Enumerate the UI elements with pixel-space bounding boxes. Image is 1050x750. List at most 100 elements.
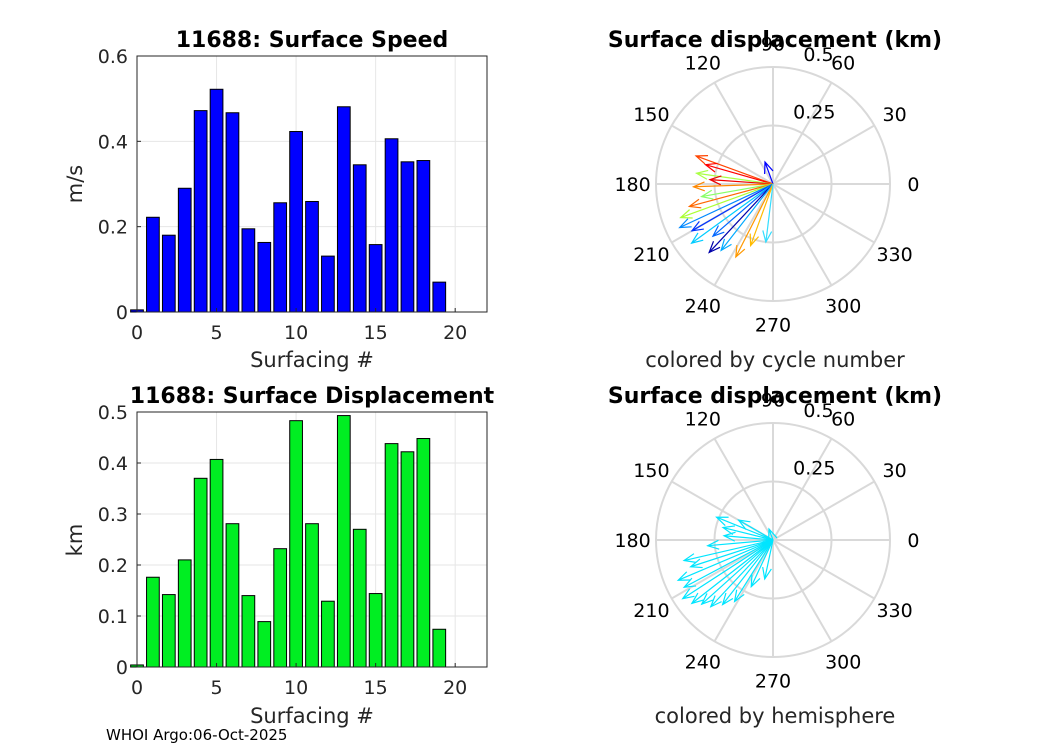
polar-hemisphere-vector-head bbox=[682, 553, 697, 563]
speed-chart-xlabel: Surfacing # bbox=[250, 348, 374, 372]
speed-bar bbox=[161, 234, 176, 313]
polar-cycle-vector-head bbox=[735, 244, 746, 259]
speed-bar bbox=[305, 200, 319, 313]
polar-cycle-vector bbox=[709, 178, 774, 185]
polar-cycle-vector-head bbox=[711, 225, 725, 238]
polar-cycle-vector bbox=[696, 172, 774, 185]
displacement-bar bbox=[416, 438, 431, 668]
polar-hemisphere-vector-head bbox=[689, 558, 703, 569]
displacement-ytick-label: 0.4 bbox=[98, 453, 128, 475]
polar-hemisphere-vector bbox=[683, 539, 774, 588]
polar-hemisphere-vector-head bbox=[681, 588, 695, 600]
polar-cycle-vector-head bbox=[749, 233, 760, 248]
displacement-bar bbox=[193, 477, 208, 668]
polar-cycle-vector bbox=[705, 164, 774, 185]
displacement-bar bbox=[352, 528, 367, 668]
polar-hemisphere-radius-label: 0.5 bbox=[803, 400, 833, 422]
speed-xtick-label: 15 bbox=[364, 322, 388, 344]
polar-cycle-vector bbox=[679, 183, 774, 229]
displacement-chart-bars bbox=[130, 415, 447, 668]
speed-bar bbox=[416, 160, 431, 313]
displacement-bar bbox=[432, 628, 447, 668]
displacement-ytick-label: 0.5 bbox=[98, 402, 128, 424]
speed-bar bbox=[146, 216, 160, 313]
speed-bar bbox=[193, 110, 208, 313]
polar-cycle-radius-label: 0.5 bbox=[803, 44, 833, 66]
polar-cycle-angle-label: 330 bbox=[876, 244, 912, 266]
footer-credit: WHOI Argo:06-Oct-2025 bbox=[106, 726, 288, 744]
polar-hemisphere-angle-label: 300 bbox=[825, 652, 861, 674]
polar-hemisphere-vector bbox=[722, 526, 774, 541]
displacement-bar bbox=[146, 576, 160, 668]
polar-cycle-vector bbox=[701, 183, 774, 198]
polar-hemisphere-vector bbox=[691, 539, 774, 604]
polar-hemisphere-vector bbox=[722, 539, 774, 605]
polar-hemisphere-plot: Surface displacement (km) 0 30 60 90 120 150 1… bbox=[608, 384, 942, 728]
polar-cycle-angle-label: 0 bbox=[907, 174, 919, 196]
displacement-xtick-label: 0 bbox=[131, 677, 143, 699]
polar-hemisphere-angle-label: 120 bbox=[685, 408, 721, 430]
polar-cycle-vector-head bbox=[687, 198, 702, 209]
speed-xtick-label: 20 bbox=[443, 322, 467, 344]
polar-hemisphere-vector bbox=[710, 539, 774, 608]
speed-bar bbox=[257, 241, 272, 313]
polar-hemisphere-vector-head bbox=[721, 592, 734, 606]
polar-hemisphere-vector bbox=[768, 528, 774, 541]
polar-cycle-angle-label: 150 bbox=[633, 104, 669, 126]
displacement-chart-title: 11688: Surface Displacement bbox=[130, 384, 495, 409]
polar-cycle-vector-head bbox=[690, 221, 704, 232]
speed-xtick-label: 10 bbox=[284, 322, 308, 344]
polar-cycle-vector bbox=[712, 183, 774, 237]
speed-xtick-label: 5 bbox=[210, 322, 222, 344]
speed-xtick-label: 0 bbox=[131, 322, 143, 344]
polar-cycle-plot: Surface displacement (km) 0 30 60 90 120 150 1… bbox=[608, 28, 942, 372]
polar-cycle-vector-head bbox=[691, 181, 705, 192]
speed-bar bbox=[384, 138, 399, 313]
polar-hemisphere-vector-head bbox=[682, 577, 697, 588]
speed-chart-ylabel: m/s bbox=[63, 165, 87, 203]
polar-cycle-angle-label: 300 bbox=[825, 296, 861, 318]
polar-cycle-vector bbox=[689, 183, 774, 207]
displacement-ytick-label: 0.3 bbox=[98, 504, 128, 526]
polar-cycle-vector bbox=[693, 183, 774, 188]
displacement-chart-ylabel: km bbox=[63, 524, 87, 557]
displacement-bar bbox=[368, 593, 383, 668]
polar-hemisphere-vector-head bbox=[700, 593, 714, 606]
polar-cycle-angle-label: 60 bbox=[831, 52, 855, 74]
polar-cycle-vector bbox=[691, 183, 774, 244]
speed-bar bbox=[336, 106, 351, 313]
polar-cycle-angle-label: 180 bbox=[614, 174, 650, 196]
displacement-bar bbox=[400, 451, 415, 668]
polar-hemisphere-angle-label: 150 bbox=[633, 460, 669, 482]
polar-cycle-vector-head bbox=[679, 209, 693, 219]
polar-cycle-vector-head bbox=[694, 155, 709, 165]
speed-ytick-label: 0.4 bbox=[98, 131, 128, 153]
displacement-ytick-label: 0 bbox=[116, 657, 128, 679]
polar-cycle-vector bbox=[695, 155, 774, 185]
polar-hemisphere-vector-head bbox=[676, 571, 691, 581]
speed-bar bbox=[352, 164, 367, 313]
polar-hemisphere-vector bbox=[682, 539, 774, 600]
polar-cycle-vector bbox=[764, 161, 774, 185]
displacement-bar bbox=[305, 523, 319, 668]
displacement-ytick-label: 0.1 bbox=[98, 606, 128, 628]
speed-ytick-label: 0.6 bbox=[98, 46, 128, 68]
polar-cycle-angle-label: 30 bbox=[882, 104, 906, 126]
polar-hemisphere-vector-head bbox=[715, 516, 729, 526]
polar-cycle-angle-label: 90 bbox=[761, 34, 785, 56]
speed-bar bbox=[177, 187, 192, 313]
polar-hemisphere-vector-head bbox=[750, 574, 761, 589]
displacement-xtick-label: 15 bbox=[364, 677, 388, 699]
displacement-bar bbox=[384, 443, 399, 668]
polar-cycle-angle-label: 270 bbox=[755, 314, 791, 336]
polar-hemisphere-axes: 0 30 60 90 120 150 180 210 240 270 300 330 0.25 0.5 bbox=[614, 390, 919, 693]
polar-cycle-vector bbox=[750, 183, 774, 246]
polar-cycle-title: Surface displacement (km) bbox=[608, 28, 942, 53]
polar-hemisphere-angle-label: 90 bbox=[761, 390, 785, 412]
polar-cycle-vector bbox=[765, 183, 774, 243]
polar-cycle-vector-head bbox=[703, 162, 718, 173]
polar-cycle-vector-head bbox=[720, 238, 732, 252]
polar-cycle-angle-label: 240 bbox=[685, 296, 721, 318]
polar-hemisphere-vector-head bbox=[737, 519, 751, 530]
